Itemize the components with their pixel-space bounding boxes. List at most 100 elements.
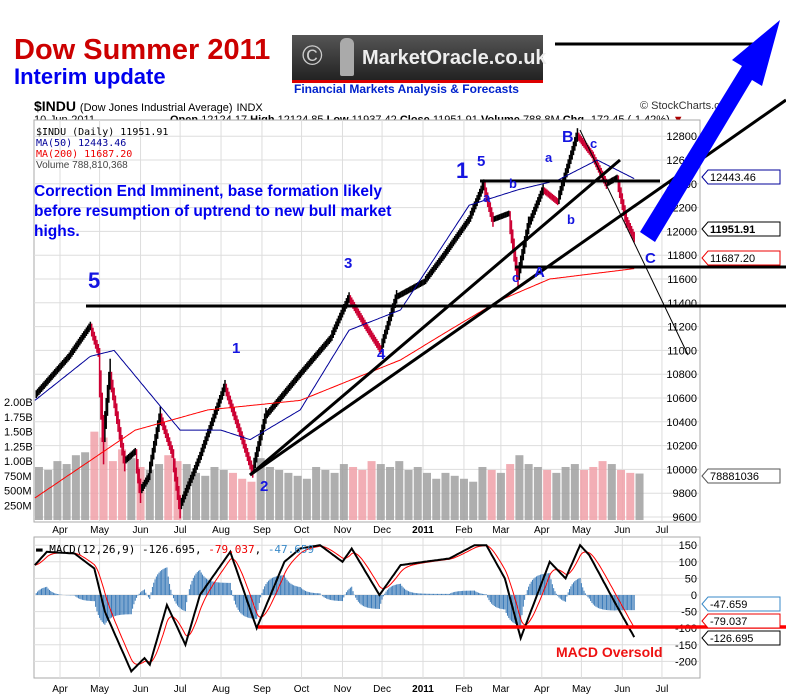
value-label: 11951.91 xyxy=(710,224,755,236)
price-tick-label: 10200 xyxy=(666,441,697,453)
wave-label: 2 xyxy=(260,478,269,495)
volume-bar xyxy=(450,475,459,520)
volume-bar xyxy=(617,469,626,520)
volume-bar xyxy=(118,449,127,520)
value-box xyxy=(701,468,781,484)
x-tick-label: Apr xyxy=(52,525,68,536)
price-tick-label: 12000 xyxy=(666,226,697,238)
macd-tick-label: -50 xyxy=(681,607,697,619)
x-tick-label: Dec xyxy=(373,525,391,536)
price-tick-label: 11400 xyxy=(667,298,697,310)
volume-bar xyxy=(459,478,468,520)
x-tick-label: Jul xyxy=(656,525,669,536)
value-label: 11687.20 xyxy=(710,253,755,265)
x-tick-label: Jun xyxy=(132,525,148,536)
x-tick-label: Sep xyxy=(253,525,271,536)
x-tick-label: Mar xyxy=(492,525,510,536)
volume-tick-label: 500M xyxy=(4,486,32,498)
volume-bar xyxy=(543,469,552,520)
ma200-line xyxy=(34,268,635,499)
x-tick-label: Feb xyxy=(455,525,473,536)
volume-bar xyxy=(561,466,570,520)
volume-bar xyxy=(145,469,154,520)
volume-bar xyxy=(275,469,284,520)
x-tick-label: May xyxy=(572,525,591,536)
volume-bar xyxy=(496,472,505,520)
volume-bar xyxy=(201,475,210,520)
exchange: INDX xyxy=(236,102,263,114)
volume-bar xyxy=(228,472,237,520)
wave-label: 5 xyxy=(477,153,486,170)
price-tick-label: 10000 xyxy=(666,464,697,476)
volume-bar xyxy=(293,475,302,520)
down-trend-line xyxy=(579,129,689,356)
volume-tick-label: 250M xyxy=(4,500,32,512)
volume-bar xyxy=(284,472,293,520)
price-tick-label: 9600 xyxy=(673,512,697,524)
macd-tick-label: 0 xyxy=(691,590,697,602)
volume-bar xyxy=(247,481,256,520)
x-tick-label: Sep xyxy=(253,684,271,695)
symbol-name: (Dow Jones Industrial Average) xyxy=(79,102,233,114)
volume-bar xyxy=(164,455,173,520)
volume-bar xyxy=(432,478,441,520)
value-label: -126.695 xyxy=(710,633,753,645)
legend-ma50: MA(50) 12443.46 xyxy=(36,138,127,149)
volume-bar xyxy=(515,455,524,520)
x-tick-label: Dec xyxy=(373,684,391,695)
price-legend: $INDU (Daily) 11951.91 MA(50) 12443.46 M… xyxy=(36,127,168,171)
volume-bar xyxy=(358,469,367,520)
wave-label: b xyxy=(567,212,575,227)
volume-bar xyxy=(367,461,376,520)
volume-bar xyxy=(302,478,311,520)
value-box xyxy=(701,613,781,629)
symbol: $INDU xyxy=(34,98,77,114)
price-tick-label: 9800 xyxy=(673,488,697,500)
price-tick-label: 10400 xyxy=(666,417,697,429)
x-tick-label: 2011 xyxy=(412,684,434,695)
volume-bar xyxy=(376,464,385,520)
volume-bar xyxy=(108,461,117,520)
volume-bar xyxy=(265,466,274,520)
page-title: Dow Summer 2011 xyxy=(14,34,271,66)
uptrend-arrow-icon xyxy=(640,20,780,242)
volume-bar xyxy=(99,437,108,520)
wave-label: A xyxy=(534,264,545,281)
chart-symbol-line: $INDU (Dow Jones Industrial Average) IND… xyxy=(34,98,263,114)
volume-bar xyxy=(607,464,616,520)
x-tick-label: Oct xyxy=(294,684,310,695)
volume-bar xyxy=(413,466,422,520)
volume-bar xyxy=(423,472,431,520)
ma50-last-value: 12443.46 xyxy=(701,169,781,185)
wave-label: c xyxy=(590,136,598,151)
volume-bar xyxy=(219,469,228,520)
value-label: 12443.46 xyxy=(710,172,756,184)
volume-bar xyxy=(127,458,136,520)
price-tick-label: 10600 xyxy=(666,393,697,405)
x-tick-label: Apr xyxy=(534,525,550,536)
volume-bar xyxy=(533,466,542,520)
volume-bar xyxy=(330,472,339,520)
value-box xyxy=(701,169,781,185)
x-tick-label: Jul xyxy=(174,525,187,536)
wave-label: a xyxy=(545,150,553,165)
hist-legend-value: -47.659 xyxy=(267,543,315,556)
x-tick-label: Apr xyxy=(52,684,68,695)
hist-last-value: -47.659 xyxy=(701,596,781,612)
volume-bar xyxy=(506,464,515,520)
macd-oversold-note: MACD Oversold xyxy=(556,644,663,660)
volume-bar xyxy=(598,461,607,520)
value-box xyxy=(701,630,781,646)
x-tick-label: 2011 xyxy=(412,525,434,536)
volume-bar xyxy=(44,469,53,520)
volume-bar xyxy=(404,469,413,520)
volume-bar xyxy=(478,466,487,520)
wave-label: 1 xyxy=(232,340,241,357)
stockcharts-credit: © StockCharts.com xyxy=(640,100,735,112)
x-tick-label: Aug xyxy=(212,525,230,536)
ma200-last-value: 11687.20 xyxy=(701,250,781,266)
value-box xyxy=(701,596,781,612)
volume-bar xyxy=(349,466,358,520)
volume-bar xyxy=(339,464,348,520)
